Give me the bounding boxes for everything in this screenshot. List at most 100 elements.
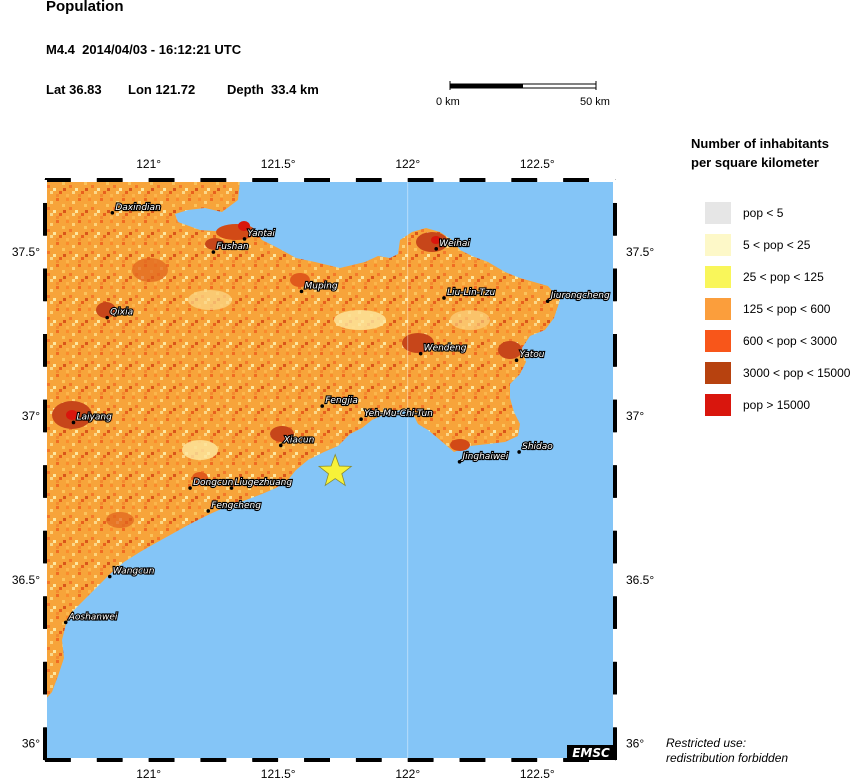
legend-item: 5 < pop < 25 [705, 234, 810, 256]
city-marker[interactable] [105, 315, 109, 320]
city-marker[interactable] [229, 486, 234, 490]
legend-item: 600 < pop < 3000 [705, 330, 837, 352]
legend-item: 125 < pop < 600 [705, 298, 830, 320]
city-label: Fushan [216, 242, 248, 252]
legend-label: 5 < pop < 25 [743, 238, 811, 252]
city-marker[interactable] [278, 443, 283, 448]
lat-label: Lat 36.83 [46, 82, 102, 97]
axis-labels: 121° 121° 121.5° 121.5° 122° 122° 122.5° 122.5°… [12, 157, 655, 781]
lon-tick-label: 121.5° [261, 157, 296, 171]
city-label: Jinghaiwei [461, 452, 509, 462]
city-marker[interactable] [545, 299, 550, 304]
lat-tick-label: 37.5° [12, 245, 40, 259]
city-label: Aoshanwei [68, 612, 118, 622]
city-marker[interactable] [514, 358, 519, 363]
urban-areas [52, 221, 522, 528]
legend-label: pop < 5 [743, 206, 784, 220]
city-marker[interactable] [63, 620, 68, 625]
legend-item: 25 < pop < 125 [705, 266, 824, 288]
city-label: Daxindian [115, 203, 161, 213]
city-label: Shidao [522, 442, 553, 452]
usage-notice: Restricted use: redistribution forbidden [666, 736, 788, 766]
city-label: Liugezhuang [235, 478, 293, 488]
city-marker[interactable] [517, 450, 521, 454]
scale-start-label: 0 km [436, 96, 460, 108]
city-marker[interactable] [442, 296, 446, 300]
city-label: Jiurongcheng [549, 291, 610, 301]
city-label: Wangcun [113, 566, 155, 576]
city-marker[interactable] [320, 404, 325, 408]
legend-label: 25 < pop < 125 [743, 270, 824, 284]
legend-swatch [705, 362, 731, 384]
lat-tick-label: 37° [22, 409, 40, 423]
legend-swatch [705, 394, 731, 416]
legend-label: 125 < pop < 600 [743, 302, 831, 316]
legend-item: pop < 5 [705, 202, 783, 224]
city-label: Yeh-Mu-Chi-Tun [364, 409, 433, 419]
legend-label: 600 < pop < 3000 [743, 334, 838, 348]
city-label: Dongcun [193, 478, 234, 488]
city-marker[interactable] [359, 417, 363, 422]
legend-item: pop > 15000 [705, 394, 810, 416]
city-label: Xiacun [283, 435, 315, 445]
city-label: Weihai [439, 239, 470, 249]
epicenter-star-icon[interactable] [317, 453, 353, 487]
lon-tick-label: 122° [395, 767, 420, 781]
lon-tick-label: 121.5° [261, 767, 296, 781]
event-line: M4.4 2014/04/03 - 16:12:21 UTC [46, 42, 242, 57]
notice-line2: redistribution forbidden [666, 751, 789, 765]
legend-label: pop > 15000 [743, 398, 811, 412]
notice-line1: Restricted use: [666, 736, 747, 750]
city-label: Fengjia [325, 396, 358, 406]
city-marker[interactable] [107, 574, 112, 579]
city-marker[interactable] [206, 509, 211, 513]
emsc-logo-text: EMSC [572, 746, 610, 760]
city-marker[interactable] [434, 247, 439, 251]
scale-bar [449, 81, 597, 90]
city-marker[interactable] [457, 460, 462, 464]
city-label: Muping [305, 281, 338, 291]
lat-tick-label: 36.5° [626, 573, 654, 587]
city-marker[interactable] [110, 210, 115, 215]
page-title: Population [46, 0, 124, 15]
legend-swatch [705, 202, 731, 224]
lon-tick-label: 121° [136, 157, 161, 171]
city-label: Wendeng [424, 344, 467, 354]
city-marker[interactable] [211, 250, 216, 254]
emsc-logo: EMSC [567, 745, 615, 760]
city-marker[interactable] [418, 351, 423, 356]
map-border [43, 178, 617, 762]
legend-swatch [705, 234, 731, 256]
scale-end-label: 50 km [580, 96, 610, 108]
lon-tick-label: 122° [395, 157, 420, 171]
city-label: Laiyang [77, 412, 113, 422]
lon-tick-label: 121° [136, 767, 161, 781]
city-label: Qixia [110, 308, 133, 318]
city-label: Yatou [520, 350, 545, 360]
city-marker[interactable] [299, 289, 304, 294]
legend-swatch [705, 298, 731, 320]
legend-label: 3000 < pop < 15000 [743, 366, 851, 380]
legend-item: 3000 < pop < 15000 [705, 362, 850, 384]
legend-swatch [705, 266, 731, 288]
city-label: Fengcheng [211, 501, 261, 511]
depth-label: Depth 33.4 km [227, 82, 319, 97]
land-area [45, 180, 560, 700]
lon-tick-label: 122.5° [520, 767, 555, 781]
lat-tick-label: 36° [22, 737, 40, 751]
lon-tick-label: 122.5° [520, 157, 555, 171]
lat-tick-label: 36° [626, 737, 644, 751]
lon-label: Lon 121.72 [128, 82, 196, 97]
lat-tick-label: 37° [626, 409, 644, 423]
city-marker[interactable] [188, 486, 192, 490]
city-marker[interactable] [71, 420, 76, 425]
lat-tick-label: 36.5° [12, 573, 40, 587]
legend-title: Number of inhabitants per square kilomet… [691, 134, 829, 172]
lat-tick-label: 37.5° [626, 245, 654, 259]
city-marker[interactable] [242, 237, 247, 241]
legend-title-line1: Number of inhabitants [691, 136, 829, 151]
city-label: Liu-Lin-Tzu [447, 288, 495, 298]
